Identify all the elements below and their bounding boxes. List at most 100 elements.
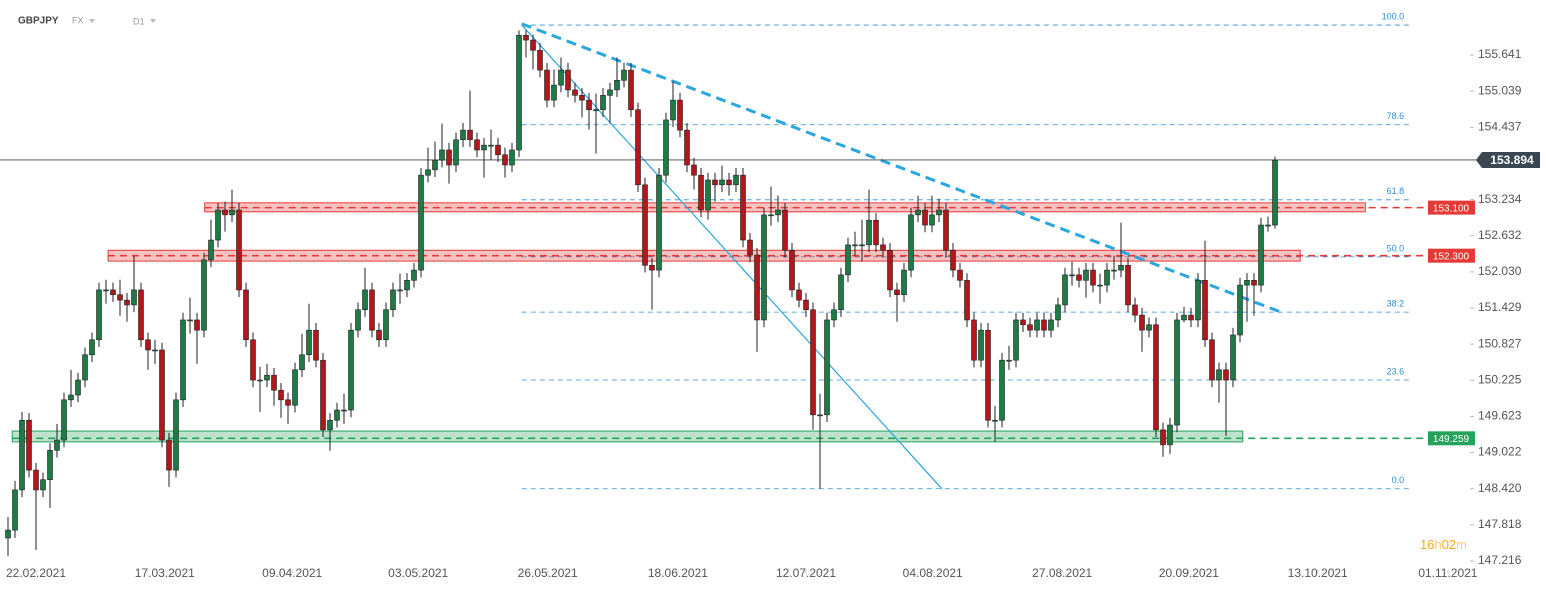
- candle-body: [642, 184, 648, 266]
- candle-body: [26, 419, 32, 471]
- candle-body: [873, 219, 879, 246]
- candle-body: [719, 179, 725, 186]
- candle-body: [383, 309, 389, 341]
- candle-body: [607, 89, 613, 96]
- candle-body: [1111, 269, 1117, 272]
- candle-body: [5, 529, 11, 539]
- candle-body: [222, 209, 228, 216]
- candle-body: [509, 149, 515, 166]
- candle-body: [782, 209, 788, 251]
- y-tick-label: 154.437: [1478, 120, 1522, 134]
- y-tick-label: 149.022: [1478, 445, 1522, 459]
- candle-body: [1020, 319, 1026, 326]
- x-tick-label: 17.03.2021: [135, 566, 195, 580]
- candle-body: [887, 249, 893, 291]
- y-tick-label: 155.641: [1478, 47, 1522, 61]
- candle-body: [1006, 359, 1012, 362]
- candle-body: [215, 209, 221, 241]
- candle-body: [82, 354, 88, 381]
- candle-body: [1076, 274, 1082, 281]
- candle-body: [1083, 269, 1089, 281]
- candle-body: [362, 289, 368, 311]
- candle-body: [817, 414, 823, 417]
- candle-body: [929, 214, 935, 226]
- candle-body: [824, 319, 830, 416]
- candle-body: [54, 439, 60, 451]
- candle-body: [747, 239, 753, 256]
- candle-body: [439, 149, 445, 161]
- candle-body: [649, 264, 655, 271]
- candle-body: [166, 439, 172, 471]
- y-tick-label: 155.039: [1478, 83, 1522, 97]
- candle-body: [614, 80, 620, 91]
- candle-body: [1090, 269, 1096, 286]
- candle-body: [418, 174, 424, 271]
- candle-body: [292, 369, 298, 406]
- x-tick-label: 22.02.2021: [6, 566, 66, 580]
- candle-body: [803, 299, 809, 311]
- candle-body: [1069, 274, 1075, 277]
- candle-body: [1209, 339, 1215, 381]
- zone-label: 152.300: [1433, 251, 1470, 262]
- candle-body: [572, 89, 578, 96]
- zone-label: 153.100: [1433, 203, 1470, 214]
- candle-body: [411, 269, 417, 281]
- candle-body: [1048, 319, 1054, 331]
- zone-label-box: [1428, 200, 1475, 215]
- candle-body: [327, 419, 333, 431]
- candle-body: [677, 99, 683, 131]
- candle-body: [502, 154, 508, 166]
- candle-body: [1027, 324, 1033, 331]
- candle-body: [838, 274, 844, 311]
- candle-body: [915, 209, 921, 216]
- candle-body: [1216, 369, 1222, 381]
- candle-body: [1062, 274, 1068, 306]
- y-tick-label: 150.827: [1478, 336, 1522, 350]
- candle-body: [117, 294, 123, 301]
- dropdown-caret[interactable]: [150, 19, 156, 23]
- candle-body: [740, 174, 746, 241]
- candle-body: [999, 359, 1005, 421]
- fib-label: 23.6: [1387, 366, 1405, 376]
- candle-body: [523, 34, 529, 41]
- candle-body: [208, 239, 214, 261]
- countdown-part: 16: [1420, 537, 1434, 552]
- candle-body: [75, 379, 81, 396]
- candle-body: [1174, 319, 1180, 426]
- candle-body: [390, 289, 396, 311]
- timeframe[interactable]: D1: [133, 16, 145, 26]
- candle-body: [446, 149, 452, 166]
- candle-body: [1146, 324, 1152, 331]
- candle-body: [1013, 319, 1019, 361]
- candle-body: [1041, 319, 1047, 331]
- candle-body: [775, 209, 781, 216]
- candle-body: [1223, 369, 1229, 381]
- market[interactable]: FX: [72, 15, 84, 25]
- candle-body: [943, 209, 949, 251]
- candle-body: [1181, 314, 1187, 321]
- zone-label-box: [1428, 431, 1475, 446]
- candle-body: [586, 99, 592, 111]
- zone-label: 149.259: [1433, 434, 1470, 445]
- candle-body: [1118, 264, 1124, 271]
- candle-body: [1188, 314, 1194, 321]
- candle-body: [481, 144, 487, 151]
- symbol[interactable]: GBPJPY: [18, 16, 59, 27]
- candle-body: [936, 209, 942, 216]
- candle-body: [173, 399, 179, 471]
- dropdown-caret[interactable]: [89, 19, 95, 23]
- candle-body: [1244, 280, 1250, 286]
- candle-body: [579, 95, 585, 101]
- candle-body: [187, 319, 193, 322]
- candle-body: [796, 289, 802, 301]
- candle-body: [110, 289, 116, 296]
- x-tick-label: 26.05.2021: [518, 566, 578, 580]
- last-price-box: [1476, 151, 1540, 168]
- y-tick-label: 148.420: [1478, 481, 1522, 495]
- candle-body: [236, 209, 242, 291]
- candle-body: [978, 329, 984, 361]
- candle-body: [376, 329, 382, 341]
- zone-label-box: [1428, 248, 1475, 263]
- candle-body: [971, 319, 977, 361]
